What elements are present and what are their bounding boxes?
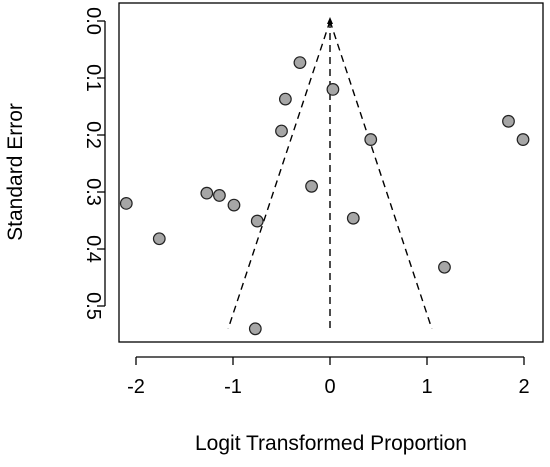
data-point xyxy=(305,179,318,193)
data-point xyxy=(248,322,262,336)
data-point xyxy=(278,92,292,106)
y-tick-label: 0.0 xyxy=(82,7,104,35)
plot-frame xyxy=(118,2,544,343)
y-tick-label: 0.1 xyxy=(82,64,104,92)
data-point xyxy=(275,124,288,138)
funnel-left-line xyxy=(227,20,331,330)
y-axis: 0.0 0.1 0.2 0.3 0.4 0.5 xyxy=(82,7,106,320)
x-axis: -2 -1 0 1 2 xyxy=(127,356,530,398)
y-tick-label: 0.4 xyxy=(82,235,104,263)
data-points xyxy=(119,56,530,336)
funnel-right-line xyxy=(329,20,433,330)
data-point xyxy=(227,198,241,212)
data-point xyxy=(213,189,226,202)
data-point xyxy=(293,56,307,70)
data-point xyxy=(502,114,515,128)
funnel-apex-marker xyxy=(327,17,333,24)
data-point xyxy=(152,232,166,246)
data-point xyxy=(364,133,378,146)
data-point xyxy=(119,196,133,210)
data-point xyxy=(346,211,360,225)
y-tick-label: 0.2 xyxy=(82,121,104,149)
data-point xyxy=(200,186,214,200)
y-tick-label: 0.5 xyxy=(82,292,104,320)
data-point xyxy=(326,82,340,96)
x-tick-label: 1 xyxy=(421,376,432,398)
x-tick-label: 2 xyxy=(518,376,529,398)
data-point xyxy=(516,133,530,146)
data-point xyxy=(438,260,451,274)
x-tick-label: -2 xyxy=(127,376,145,398)
x-tick-label: -1 xyxy=(224,376,242,398)
data-point xyxy=(250,214,264,228)
y-axis-title: Standard Error xyxy=(4,103,27,241)
x-tick-label: 0 xyxy=(324,376,335,398)
funnel-lines xyxy=(227,17,433,330)
y-tick-label: 0.3 xyxy=(82,178,104,206)
x-axis-title: Logit Transformed Proportion xyxy=(195,432,467,455)
